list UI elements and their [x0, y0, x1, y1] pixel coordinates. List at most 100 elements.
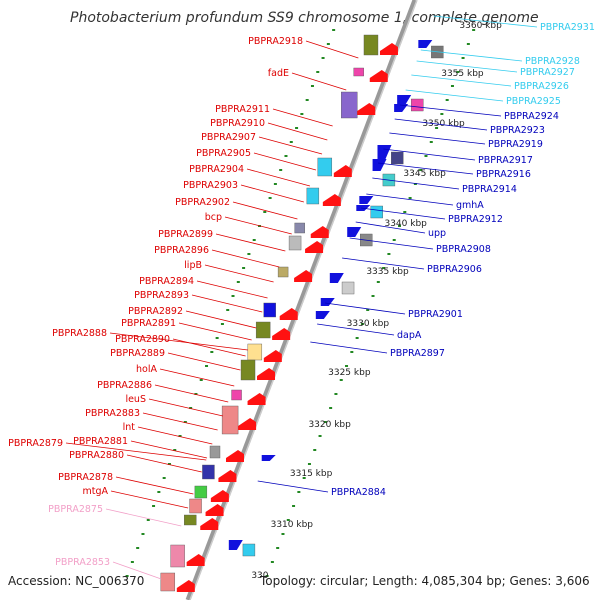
ruler-tick-label: 3350 kbp — [422, 119, 465, 129]
gene-label-left: PBPRA2881 — [73, 436, 128, 447]
gene-label-leader — [204, 264, 274, 283]
gene-label-right: PBPRA2906 — [427, 264, 482, 275]
gene-label-left: PBPRA2892 — [128, 306, 183, 317]
outer-tick-dot — [392, 239, 396, 241]
gene-label-leader — [272, 108, 333, 127]
gene-box-reverse — [242, 543, 256, 557]
gene-label-leader — [372, 177, 460, 190]
gene-label-left: holA — [136, 364, 157, 375]
gene-arrow-forward — [333, 165, 352, 177]
inner-tick-dot — [289, 141, 293, 143]
gene-arrow-forward — [322, 194, 341, 206]
gene-label-leader — [399, 104, 502, 117]
gene-arrow-reverse — [347, 227, 362, 237]
outer-tick-dot — [461, 57, 465, 59]
ruler-tick-label: 3335 kbp — [366, 267, 409, 277]
ruler-tick-label: 330 — [251, 571, 268, 581]
outer-tick-dot — [350, 351, 354, 353]
gene-label-left: PBPRA2910 — [210, 118, 265, 129]
outer-tick-dot — [397, 225, 401, 227]
gene-label-leader — [65, 442, 207, 461]
gene-arrow-reverse — [315, 311, 330, 319]
ruler-tick-label: 3340 kbp — [384, 219, 427, 229]
inner-tick-dot — [300, 113, 304, 115]
topology-text: Topology: circular; Length: 4,085,304 bp… — [260, 574, 590, 588]
gene-box-forward — [306, 187, 320, 205]
gene-box-forward — [277, 266, 289, 278]
gene-label-right: PBPRA2926 — [514, 81, 569, 92]
inner-tick-dot — [252, 239, 256, 241]
outer-tick-dot — [429, 141, 433, 143]
gene-label-leader — [411, 74, 512, 87]
outer-tick-dot — [345, 365, 349, 367]
gene-label-leader — [416, 60, 518, 73]
outer-tick-dot — [329, 407, 333, 409]
outer-tick-dot — [286, 519, 290, 521]
gene-label-leader — [405, 89, 504, 102]
gene-label-leader — [115, 476, 194, 495]
outer-tick-dot — [371, 295, 375, 297]
gene-arrow-forward — [357, 103, 376, 115]
gene-label-leader — [154, 384, 229, 403]
gene-arrow-forward — [210, 490, 229, 502]
gene-box-forward — [160, 572, 176, 592]
gene-arrow-reverse — [377, 145, 392, 159]
gene-label-leader — [433, 15, 538, 28]
gene-label-leader — [360, 207, 446, 220]
gene-label-leader — [317, 323, 395, 336]
inner-tick-dot — [162, 477, 166, 479]
inner-tick-dot — [316, 71, 320, 73]
gene-label-leader — [305, 40, 359, 59]
gene-label-left: PBPRA2891 — [121, 318, 176, 329]
gene-label-leader — [126, 454, 202, 473]
gene-arrow-reverse — [372, 159, 387, 171]
chromosome-backbone-highlight — [189, 0, 418, 600]
outer-tick-dot — [440, 113, 444, 115]
gene-label-right: PBPRA2912 — [448, 214, 503, 225]
outer-tick-dot — [466, 43, 470, 45]
ruler-tick-label: 3330 kbp — [347, 319, 390, 329]
inner-tick-dot — [321, 57, 325, 59]
outer-tick-dot — [360, 323, 364, 325]
ruler-tick-label: 3360 kbp — [459, 21, 502, 31]
gene-label-leader — [148, 398, 223, 417]
gene-arrow-reverse — [261, 455, 276, 461]
gene-arrow-forward — [247, 393, 266, 405]
inner-tick-dot — [194, 393, 198, 395]
gene-box-forward — [247, 343, 263, 361]
gene-label-leader — [291, 72, 347, 91]
gene-box-forward — [263, 302, 276, 318]
outer-tick-dot — [450, 85, 454, 87]
gene-arrow-forward — [205, 504, 224, 516]
gene-label-right: PBPRA2908 — [436, 244, 491, 255]
gene-box-reverse — [391, 151, 404, 165]
gene-arrow-forward — [257, 368, 276, 380]
gene-arrow-forward — [272, 328, 291, 340]
inner-tick-dot — [167, 463, 171, 465]
gene-label-left: PBPRA2902 — [175, 197, 230, 208]
gene-label-left: lipB — [184, 260, 202, 271]
gene-label-leader — [325, 302, 406, 315]
gene-box-forward — [294, 222, 305, 234]
gene-box-forward — [170, 544, 185, 568]
outer-tick-dot — [292, 505, 296, 507]
gene-arrow-reverse — [329, 273, 344, 283]
gene-label-leader — [420, 49, 523, 62]
gene-arrow-forward — [305, 241, 324, 253]
gene-label-left: PBPRA2886 — [97, 380, 152, 391]
gene-label-leader — [253, 152, 317, 171]
inner-tick-dot — [279, 169, 283, 171]
inner-tick-dot — [141, 533, 145, 535]
gene-arrow-forward — [200, 518, 219, 530]
inner-tick-dot — [130, 561, 134, 563]
gene-label-leader — [342, 257, 425, 270]
map-title: Photobacterium profundum SS9 chromosome … — [70, 10, 539, 26]
outer-tick-dot — [265, 575, 269, 577]
gene-label-left: PBPRA2888 — [52, 328, 107, 339]
gene-label-leader — [383, 148, 476, 161]
gene-label-leader — [211, 249, 280, 268]
gene-box-forward — [231, 389, 242, 401]
inner-tick-dot — [284, 155, 288, 157]
gene-label-leader — [142, 412, 218, 431]
